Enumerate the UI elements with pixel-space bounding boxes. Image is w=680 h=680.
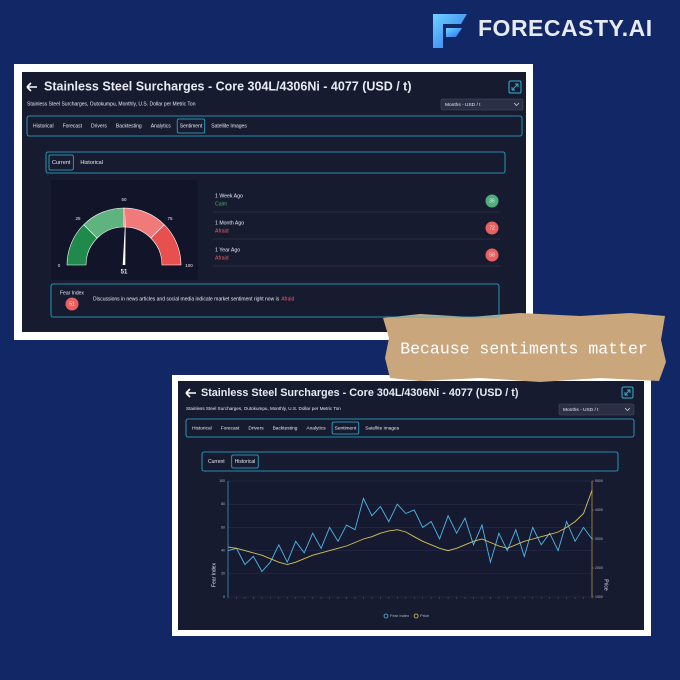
- legend-swatch: [383, 613, 389, 619]
- expand-button[interactable]: [508, 80, 522, 94]
- subtitle: Stainless Steel Surcharges, Outokumpu, M…: [27, 101, 196, 107]
- y-tick-label: 0: [223, 595, 225, 599]
- y-axis-label: Fear Index: [211, 563, 217, 587]
- history-label: Afraid: [215, 255, 229, 261]
- subtab-bar: [201, 451, 619, 472]
- y2-tick-label: 3000: [595, 537, 603, 541]
- subtab[interactable]: Historical: [80, 160, 103, 166]
- expand-icon: [511, 83, 519, 91]
- back-arrow: [185, 388, 196, 398]
- history-badge: [485, 194, 499, 208]
- tab[interactable]: Satellite images: [365, 425, 399, 431]
- gauge-needle: [122, 212, 126, 265]
- gauge-band: [150, 224, 182, 266]
- tab-bar: [185, 418, 635, 438]
- history-label: Calm: [215, 201, 227, 207]
- fear-index-text: Discussions in news articles and social …: [93, 296, 280, 302]
- active-tab: [331, 421, 360, 435]
- tab[interactable]: Analytics: [306, 425, 326, 431]
- tab[interactable]: Forecast: [63, 123, 83, 129]
- gauge-value: 51: [121, 270, 128, 276]
- unit-select-value: Months - USD / t: [563, 407, 599, 413]
- y-tick-label: 20: [221, 572, 225, 576]
- tab[interactable]: Sentiment: [180, 123, 203, 129]
- y-tick-label: 60: [221, 525, 225, 529]
- history-value: 72: [489, 225, 495, 231]
- y2-tick-label: 5000: [595, 479, 603, 483]
- y-tick-label: 40: [221, 549, 225, 553]
- y2-tick-label: 2000: [595, 566, 603, 570]
- gauge-tick-label: 0: [58, 263, 61, 268]
- tab[interactable]: Backtesting: [116, 123, 142, 129]
- y-tick-label: 80: [221, 502, 225, 506]
- gauge-tick-label: 100: [185, 263, 193, 268]
- tab[interactable]: Analytics: [151, 123, 172, 129]
- fear-index-title: Fear Index: [60, 290, 84, 296]
- tab[interactable]: Historical: [192, 425, 212, 431]
- expand-icon: [624, 389, 631, 396]
- gauge-tick-label: 25: [76, 216, 82, 221]
- screen-title: Stainless Steel Surcharges - Core 304L/4…: [44, 79, 412, 93]
- active-subtab: [48, 154, 74, 171]
- tab[interactable]: Historical: [33, 123, 54, 129]
- gauge-tick-label: 50: [121, 197, 127, 202]
- brand: FORECASTY.AI: [478, 15, 653, 41]
- tab[interactable]: Drivers: [91, 123, 107, 129]
- active-tab: [176, 118, 206, 134]
- unit-select-value: Months - USD / t: [445, 102, 481, 108]
- tab-bar: [26, 115, 523, 137]
- legend-entry: Fear Index: [390, 613, 409, 618]
- history-period: 1 Year Ago: [215, 247, 240, 253]
- tagline: Because sentiments matter: [400, 339, 648, 358]
- y2-tick-label: 1000: [595, 595, 603, 599]
- fear-index-box: [50, 283, 500, 318]
- history-value: 58: [489, 252, 495, 258]
- logo-icon: [433, 14, 467, 48]
- expand-button[interactable]: [621, 386, 634, 399]
- fear-index-sentiment: Afraid: [281, 296, 294, 302]
- subtab[interactable]: Current: [208, 459, 225, 465]
- chevron: [624, 407, 631, 412]
- legend-swatch: [413, 613, 419, 619]
- active-subtab: [231, 454, 259, 469]
- tab[interactable]: Backtesting: [273, 425, 298, 431]
- unit-select[interactable]: [558, 403, 635, 416]
- y2-tick-label: 4000: [595, 508, 603, 512]
- history-label: Afraid: [215, 228, 229, 234]
- tab[interactable]: Drivers: [248, 425, 264, 431]
- subtab-bar: [45, 151, 506, 174]
- y2-axis-label: Price: [603, 579, 609, 591]
- tab[interactable]: Satellite Images: [211, 123, 247, 129]
- series-line: [227, 490, 593, 565]
- fear-index-badge: [65, 297, 79, 311]
- history-value: 36: [489, 198, 495, 204]
- series-line: [227, 497, 593, 573]
- y-tick-label: 100: [219, 479, 225, 483]
- gauge-tick-label: 75: [167, 216, 173, 221]
- chevron: [513, 102, 520, 107]
- tab[interactable]: Sentiment: [335, 425, 357, 431]
- paper-label: [383, 313, 666, 382]
- history-badge: [485, 248, 499, 262]
- unit-select[interactable]: [440, 98, 524, 111]
- back-arrow: [26, 82, 37, 92]
- screen-title: Stainless Steel Surcharges - Core 304L/4…: [201, 387, 519, 399]
- legend-entry: Price: [420, 613, 430, 618]
- history-period: 1 Week Ago: [215, 193, 243, 199]
- subtab[interactable]: Current: [52, 160, 71, 166]
- fear-index-value: 51: [69, 301, 75, 307]
- subtitle: Stainless Steel Surcharges, Outokumpu, M…: [186, 406, 341, 411]
- subtab[interactable]: Historical: [235, 459, 256, 465]
- tab[interactable]: Forecast: [221, 425, 240, 431]
- history-period: 1 Month Ago: [215, 220, 244, 226]
- plot-area: [228, 481, 592, 597]
- content: Stainless Steel Surcharges - Core 304L/4…: [26, 79, 635, 619]
- history-badge: [485, 221, 499, 235]
